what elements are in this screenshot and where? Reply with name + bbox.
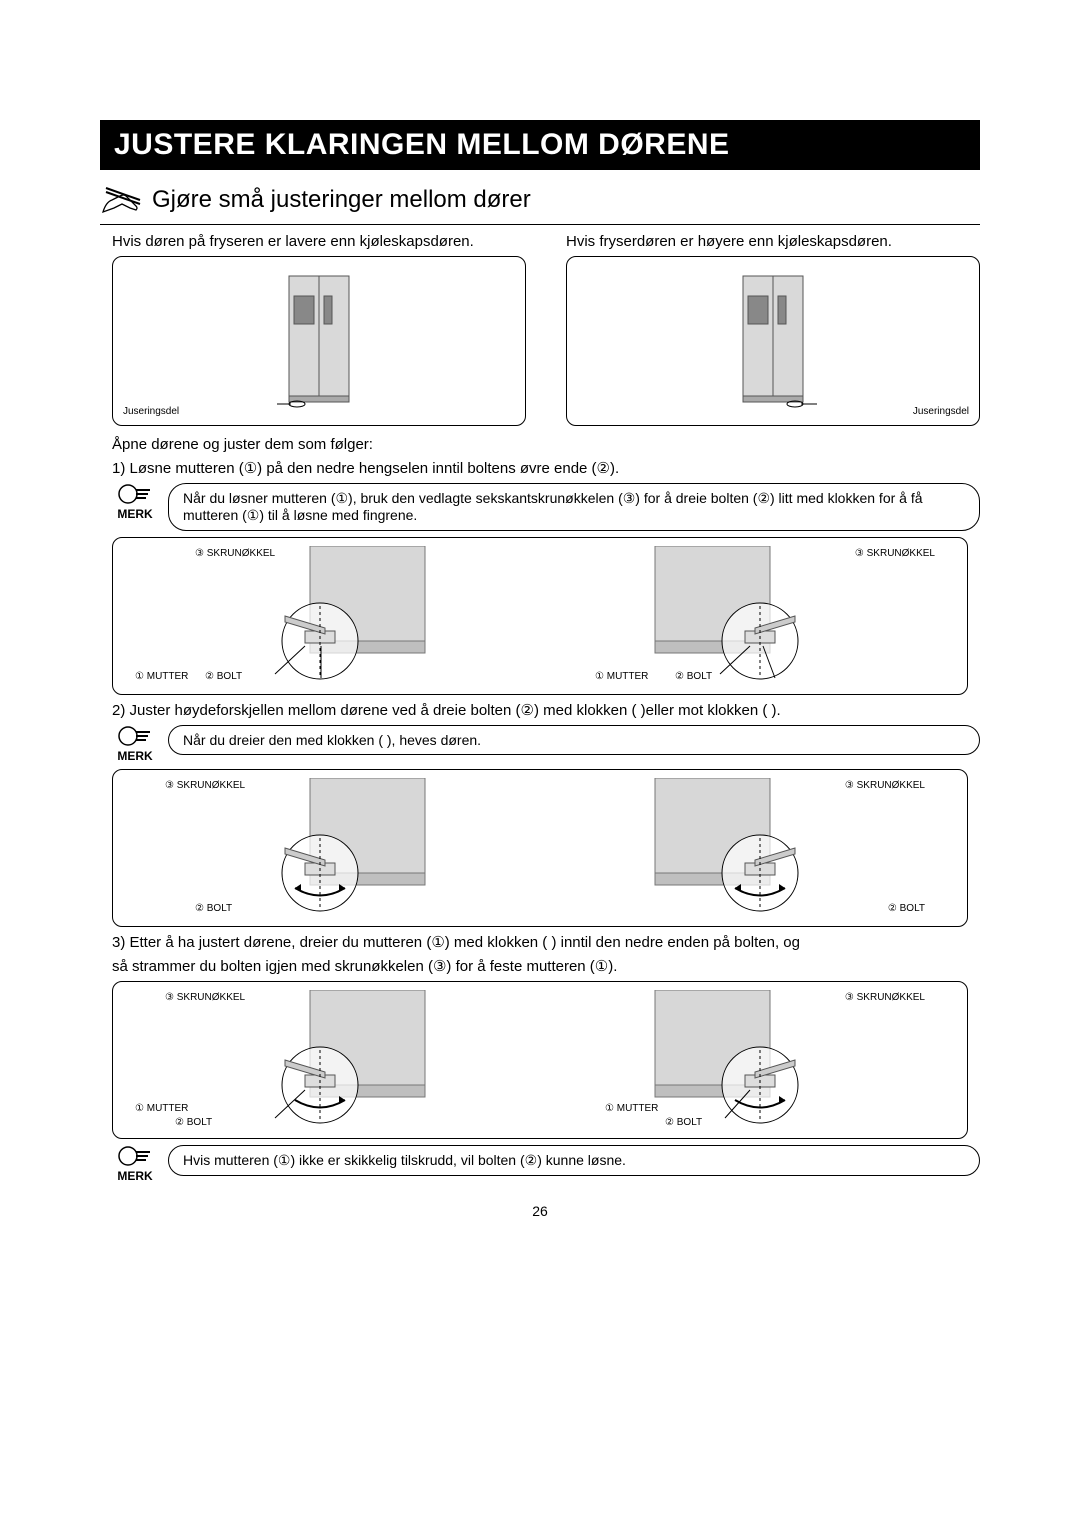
section-title: JUSTERE KLARINGEN MELLOM DØRENE — [100, 120, 980, 170]
label-mutter-1l: ① MUTTER — [135, 671, 188, 682]
diagram-1-left: ③ SKRUNØKKEL ① MUTTER ② BOLT — [125, 546, 525, 686]
diagram-frame-1: ③ SKRUNØKKEL ① MUTTER ② BOLT ③ SKRUNØKKE… — [112, 537, 968, 695]
caption-right: Hvis fryserdøren er høyere enn kjøleskap… — [566, 233, 980, 250]
step3-line2: så strammer du bolten igjen med skrunøkk… — [112, 957, 980, 975]
diagram-3-right: ③ SKRUNØKKEL ① MUTTER ② BOLT — [555, 990, 955, 1130]
step1-text: 1) Løsne mutteren (①) på den nedre hengs… — [112, 459, 980, 477]
note-1-text: Når du løsner mutteren (①), bruk den ved… — [168, 483, 980, 531]
merk-label-2: MERK — [117, 749, 152, 763]
label-skrunokkel-3l: ③ SKRUNØKKEL — [165, 992, 245, 1003]
label-bolt-3r: ② BOLT — [665, 1117, 702, 1128]
step2-span: 2) Juster høydeforskjellen mellom dørene… — [112, 702, 781, 719]
label-skrunokkel-1r: ③ SKRUNØKKEL — [855, 548, 935, 559]
diagram-2-right: ③ SKRUNØKKEL ② BOLT — [555, 778, 955, 918]
hand-screwdriver-icon — [100, 182, 142, 218]
label-mutter-3l: ① MUTTER — [135, 1103, 188, 1114]
diagram-3-left: ③ SKRUNØKKEL ① MUTTER ② BOLT — [125, 990, 525, 1130]
subtitle-text: Gjøre små justeringer mellom dører — [152, 186, 531, 214]
note-2-row: MERK Når du dreier den med klokken ( ), … — [112, 725, 980, 763]
merk-label-1: MERK — [117, 507, 152, 521]
fridge-case-left: Hvis døren på fryseren er lavere enn kjø… — [112, 233, 526, 426]
label-skrunokkel-2l: ③ SKRUNØKKEL — [165, 780, 245, 791]
note-icon-3: MERK — [112, 1145, 158, 1183]
step3-line1: 3) Etter å ha justert dørene, dreier du … — [112, 933, 980, 951]
subtitle-row: Gjøre små justeringer mellom dører — [100, 178, 980, 225]
note-3-text: Hvis mutteren (①) ikke er skikkelig tils… — [168, 1145, 980, 1176]
note-3-row: MERK Hvis mutteren (①) ikke er skikkelig… — [112, 1145, 980, 1183]
open-text: Åpne dørene og juster dem som følger: — [112, 436, 980, 453]
note-icon-1: MERK — [112, 483, 158, 521]
fridge-cases-row: Hvis døren på fryseren er lavere enn kjø… — [112, 233, 980, 426]
page-number: 26 — [100, 1203, 980, 1219]
merk-label-3: MERK — [117, 1169, 152, 1183]
caption-left: Hvis døren på fryseren er lavere enn kjø… — [112, 233, 526, 250]
diagram-1-right: ③ SKRUNØKKEL ① MUTTER ② BOLT — [555, 546, 955, 686]
fridge-illustration-right: Juseringsdel — [566, 256, 980, 426]
label-bolt-2r: ② BOLT — [888, 903, 925, 914]
fridge-illustration-left: Juseringsdel — [112, 256, 526, 426]
note-icon-2: MERK — [112, 725, 158, 763]
label-bolt-3l: ② BOLT — [175, 1117, 212, 1128]
note-2-text: Når du dreier den med klokken ( ), heves… — [168, 725, 980, 755]
diagram-frame-3: ③ SKRUNØKKEL ① MUTTER ② BOLT ③ SKRUNØKKE… — [112, 981, 968, 1139]
label-bolt-2l: ② BOLT — [195, 903, 232, 914]
label-skrunokkel-3r: ③ SKRUNØKKEL — [845, 992, 925, 1003]
diagram-frame-2: ③ SKRUNØKKEL ② BOLT ③ SKRUNØKKEL ② BOLT — [112, 769, 968, 927]
label-mutter-3r: ① MUTTER — [605, 1103, 658, 1114]
label-mutter-1r: ① MUTTER — [595, 671, 648, 682]
label-juseringsdel-right: Juseringsdel — [913, 406, 969, 417]
fridge-case-right: Hvis fryserdøren er høyere enn kjøleskap… — [566, 233, 980, 426]
step2-text: 2) Juster høydeforskjellen mellom dørene… — [112, 701, 980, 719]
label-juseringsdel-left: Juseringsdel — [123, 406, 179, 417]
label-bolt-1l: ② BOLT — [205, 671, 242, 682]
label-skrunokkel-2r: ③ SKRUNØKKEL — [845, 780, 925, 791]
diagram-2-left: ③ SKRUNØKKEL ② BOLT — [125, 778, 525, 918]
label-skrunokkel-1l: ③ SKRUNØKKEL — [195, 548, 275, 559]
note-1-row: MERK Når du løsner mutteren (①), bruk de… — [112, 483, 980, 531]
label-bolt-1r: ② BOLT — [675, 671, 712, 682]
